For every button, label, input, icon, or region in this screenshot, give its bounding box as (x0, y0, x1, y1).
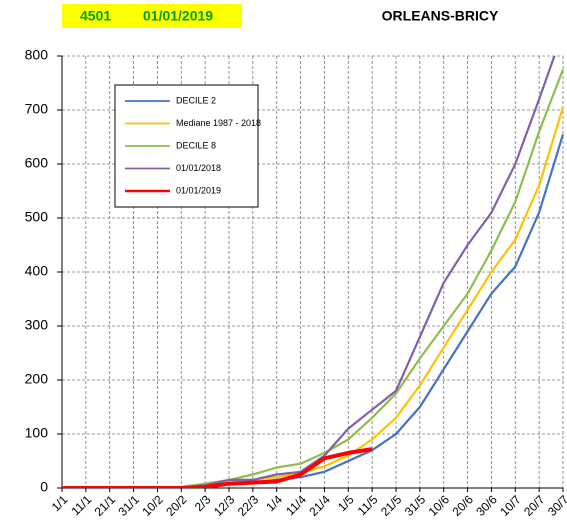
series-line (62, 447, 373, 488)
y-tick-label: 600 (25, 155, 49, 171)
x-tick-label: 2/3 (192, 492, 214, 514)
station: 4501 (80, 8, 111, 24)
x-tick-label: 1/5 (335, 492, 357, 514)
x-tick-label: 1/4 (263, 492, 285, 514)
y-tick-label: 400 (25, 263, 49, 279)
legend-label: 01/01/2018 (176, 163, 221, 173)
legend-label: DECILE 8 (176, 140, 216, 150)
legend-label: DECILE 2 (176, 95, 216, 105)
x-tick-label: 10/6 (426, 492, 453, 519)
series-line (62, 69, 564, 488)
header-box (62, 4, 242, 28)
series-line (62, 133, 564, 488)
x-tick-label: 30/7 (545, 492, 567, 519)
y-tick-label: 0 (40, 479, 48, 495)
chart-title: ORLEANS-BRICY (382, 8, 499, 24)
x-tick-label: 11/1 (68, 492, 94, 518)
x-tick-label: 12/3 (211, 492, 238, 519)
x-tick-label: 20/6 (450, 492, 477, 519)
y-tick-label: 300 (25, 317, 49, 333)
y-tick-label: 500 (25, 209, 49, 225)
x-tick-label: 30/6 (473, 492, 500, 519)
legend-label: 01/01/2019 (176, 185, 221, 195)
x-tick-label: 20/2 (163, 492, 190, 519)
y-tick-label: 700 (25, 101, 49, 117)
y-tick-label: 200 (25, 371, 49, 387)
x-tick-label: 1/1 (49, 492, 71, 514)
series-line (62, 56, 556, 488)
x-tick-label: 22/3 (235, 492, 262, 519)
x-tick-label: 21/1 (92, 492, 119, 519)
y-tick-label: 800 (25, 47, 49, 63)
x-tick-label: 10/2 (139, 492, 166, 519)
x-tick-label: 21/4 (306, 492, 333, 519)
x-tick-label: 10/7 (497, 492, 524, 519)
y-tick-label: 100 (25, 425, 49, 441)
x-tick-label: 11/4 (283, 492, 309, 518)
plot (62, 56, 564, 488)
x-tick-label: 11/5 (355, 492, 381, 518)
legend-label: Mediane 1987 - 2018 (176, 118, 261, 128)
x-tick-label: 21/5 (378, 492, 405, 519)
x-tick-label: 31/5 (402, 492, 429, 519)
x-tick-label: 31/1 (116, 492, 143, 519)
date: 01/01/2019 (143, 8, 213, 24)
series-line (62, 106, 564, 488)
x-tick-label: 20/7 (521, 492, 548, 519)
